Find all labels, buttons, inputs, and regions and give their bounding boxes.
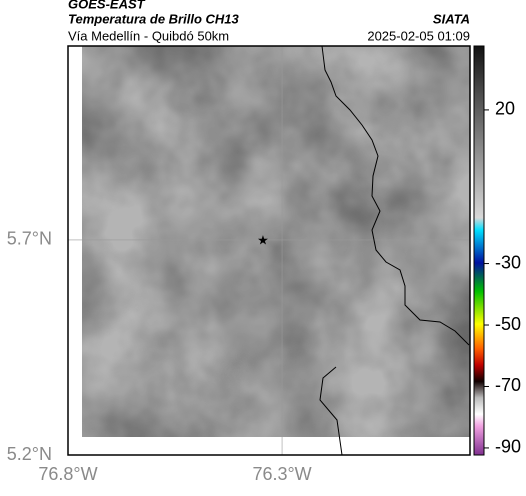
colorbar-tick-label: -30: [495, 252, 521, 272]
location-marker: ★: [257, 232, 269, 247]
border-line: [319, 366, 343, 456]
satellite-image: [82, 46, 470, 437]
colorbar-tick-label: -90: [495, 437, 521, 457]
source: SIATA: [433, 11, 470, 26]
x-tick-label: 76.3°W: [252, 464, 311, 484]
subtitle: Vía Medellín - Quibdó 50km: [68, 28, 229, 43]
map-frame: [67, 45, 471, 456]
timestamp: 2025-02-05 01:09: [367, 28, 470, 43]
colorbar-tick-label: -70: [495, 375, 521, 395]
colorbar-ticks: 20 -30 -50 -70 -90: [484, 99, 521, 457]
title: Temperatura de Brillo CH13: [68, 11, 240, 26]
y-tick-label: 5.2°N: [7, 444, 52, 464]
border-line: [321, 45, 470, 346]
x-tick-label: 76.8°W: [38, 464, 97, 484]
colorbar-tick-label: 20: [495, 99, 515, 119]
y-tick-label: 5.7°N: [7, 229, 52, 249]
colorbar-tick-label: -50: [495, 314, 521, 334]
colorbar: [473, 45, 485, 456]
product-label: GOES-EAST: [68, 0, 146, 11]
